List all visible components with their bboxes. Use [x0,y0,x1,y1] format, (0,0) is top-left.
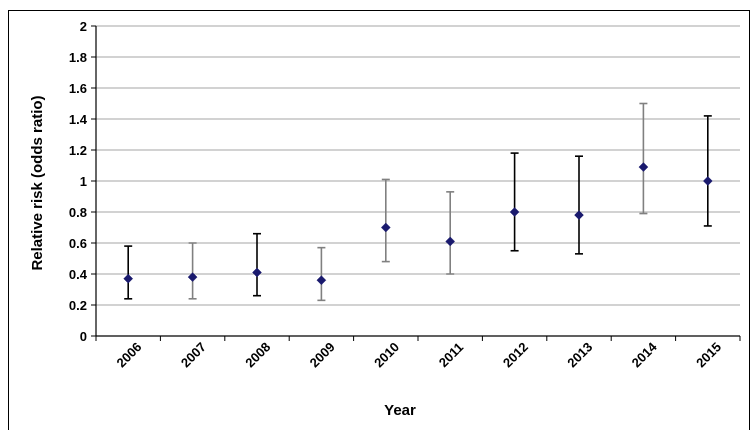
data-point-marker [509,207,520,217]
y-tick-labels: 0 0.2 0.4 0.6 0.8 1 1.2 1.4 1.6 1.8 2 [69,19,88,344]
error-bars [124,102,712,302]
y-tick-label: 0.8 [69,205,87,220]
data-point-marker [316,275,327,286]
data-point-marker [380,222,391,233]
data-point-marker [187,272,198,282]
data-point-marker [638,162,649,172]
y-tick-label: 0.6 [69,236,87,251]
data-point-marker [445,236,456,247]
data-point-marker [123,273,134,284]
y-tick-label: 2 [80,19,87,34]
y-tick-label: 1.4 [69,112,88,127]
data-point-marker [702,176,713,186]
x-axis-title: Year [384,402,416,419]
data-point-marker [252,267,262,278]
y-axis-title: Relative risk (odds ratio) [29,95,46,270]
data-points [123,162,713,286]
y-tick-label: 0.4 [69,267,88,282]
y-tick-label: 0 [80,329,87,344]
data-point-marker [574,210,584,220]
y-tick-label: 1 [80,174,87,189]
y-tick-label: 0.2 [69,298,87,313]
y-tick-label: 1.8 [69,50,87,65]
y-tick-label: 1.2 [69,143,87,158]
axes [91,25,741,341]
grid-lines [96,25,740,306]
y-tick-label: 1.6 [69,81,87,96]
